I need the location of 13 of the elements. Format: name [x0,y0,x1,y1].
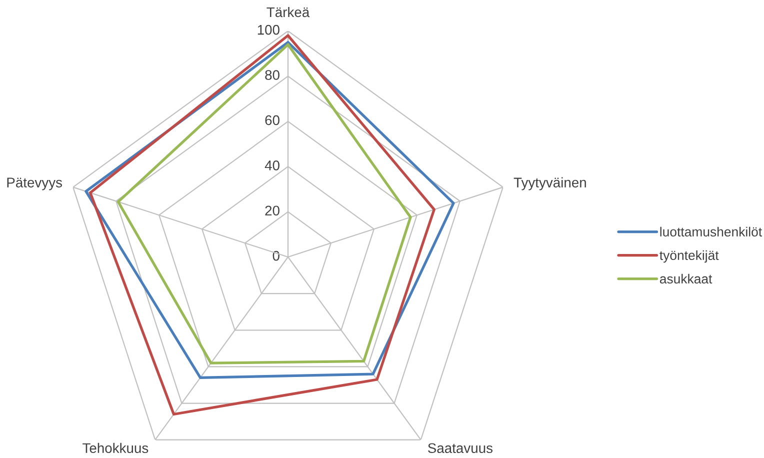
spoke-label: Saatavuus [428,443,492,454]
y-tick-label: 40 [264,160,280,170]
y-tick-label: 100 [258,24,280,35]
legend-label: luottamushenkilöt [660,226,762,237]
spoke-label: Tärkeä [266,6,310,18]
spoke-label: Tyytyväinen [514,177,586,190]
y-tick-label: 80 [265,70,280,80]
y-tick-label: 60 [265,115,280,126]
legend-label: asukkaat [660,274,712,284]
legend-label: työntekijät [660,250,719,263]
spoke-label: Pätevyys [7,178,62,190]
y-tick-label: 20 [265,206,280,216]
spoke-label: Tehokkuus [82,442,148,454]
